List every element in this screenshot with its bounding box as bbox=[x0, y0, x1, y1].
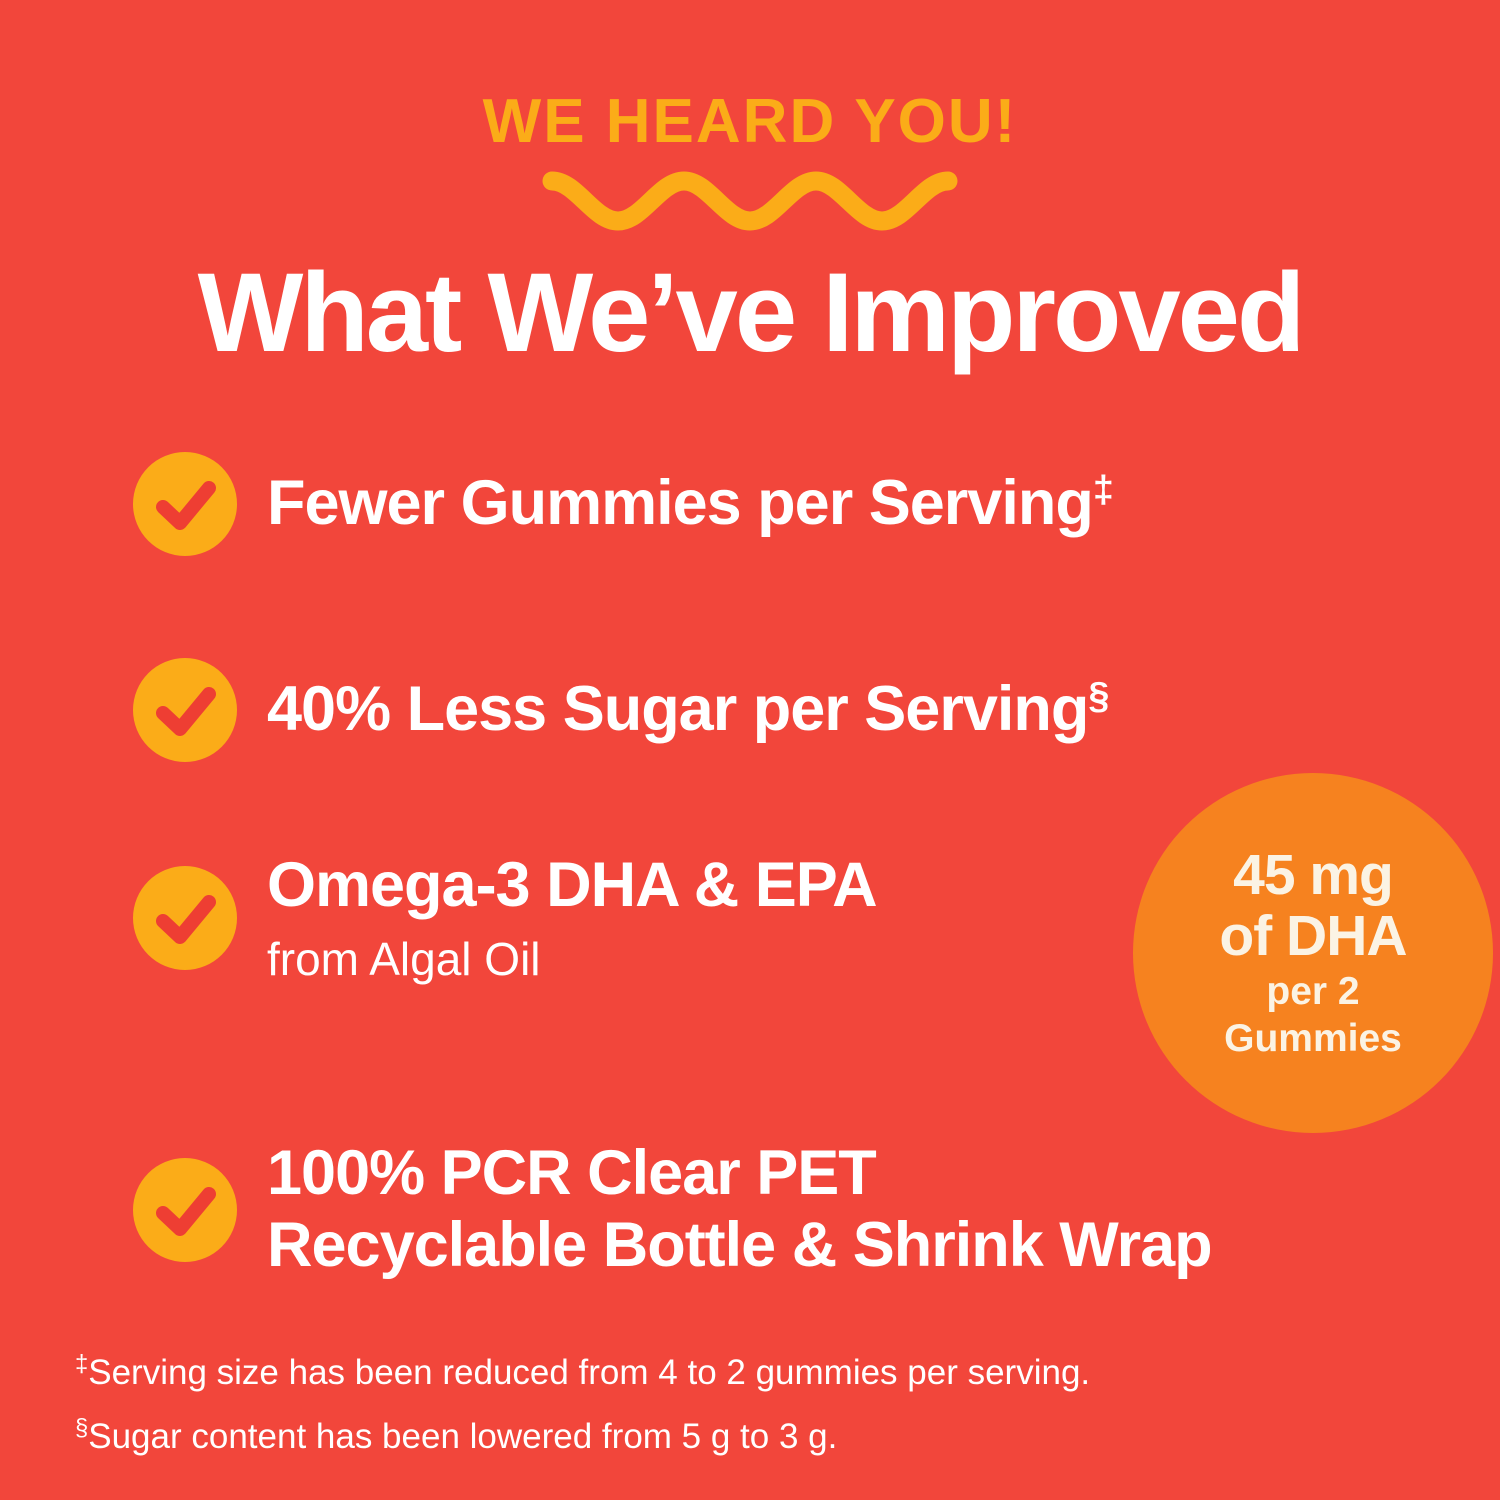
eyebrow-text: WE HEARD YOU! bbox=[482, 87, 1018, 156]
badge-substance: of DHA bbox=[1219, 904, 1407, 969]
footnote-marker: ‡ bbox=[75, 1350, 89, 1378]
footnote: §Sugar content has been lowered from 5 g… bbox=[75, 1416, 1090, 1458]
footnotes: ‡Serving size has been reduced from 4 to… bbox=[75, 1352, 1090, 1480]
item-superscript: ‡ bbox=[1092, 469, 1114, 512]
list-item: 40% Less Sugar per Serving§ bbox=[133, 658, 1109, 762]
footnote-text: Serving size has been reduced from 4 to … bbox=[88, 1353, 1091, 1392]
item-label: Fewer Gummies per Serving‡ bbox=[267, 468, 1114, 540]
check-icon bbox=[133, 865, 237, 970]
item-superscript: § bbox=[1088, 675, 1109, 718]
item-label-group: Omega-3 DHA & EPA from Algal Oil bbox=[267, 850, 878, 986]
item-label-text: Fewer Gummies per Serving bbox=[267, 468, 1094, 539]
list-item: Fewer Gummies per Serving‡ bbox=[133, 452, 1114, 556]
footnote-text: Sugar content has been lowered from 5 g … bbox=[88, 1417, 838, 1456]
list-item: Omega-3 DHA & EPA from Algal Oil bbox=[133, 850, 878, 986]
wavy-underline-icon bbox=[542, 171, 958, 231]
check-icon bbox=[133, 1157, 237, 1262]
page-title: What We’ve Improved bbox=[197, 250, 1306, 375]
dha-amount-badge: 45 mg of DHA per 2 Gummies bbox=[1133, 773, 1493, 1133]
item-label-group: 100% PCR Clear PET Recyclable Bottle & S… bbox=[267, 1138, 1213, 1282]
badge-unit-line: Gummies bbox=[1224, 1016, 1402, 1060]
badge-per-line: per 2 bbox=[1266, 969, 1360, 1013]
item-label-line2: Recyclable Bottle & Shrink Wrap bbox=[267, 1209, 1213, 1280]
item-sublabel: from Algal Oil bbox=[267, 932, 541, 985]
footnote-marker: § bbox=[75, 1414, 89, 1442]
list-item: 100% PCR Clear PET Recyclable Bottle & S… bbox=[133, 1138, 1213, 1282]
badge-amount: 45 mg bbox=[1233, 842, 1394, 907]
item-label: 40% Less Sugar per Serving§ bbox=[267, 674, 1109, 746]
check-icon bbox=[133, 452, 237, 556]
item-label: 100% PCR Clear PET bbox=[267, 1138, 877, 1208]
footnote: ‡Serving size has been reduced from 4 to… bbox=[75, 1352, 1090, 1394]
item-label-text: 40% Less Sugar per Serving bbox=[267, 674, 1089, 745]
check-icon bbox=[133, 658, 237, 762]
item-label: Omega-3 DHA & EPA bbox=[267, 850, 878, 920]
